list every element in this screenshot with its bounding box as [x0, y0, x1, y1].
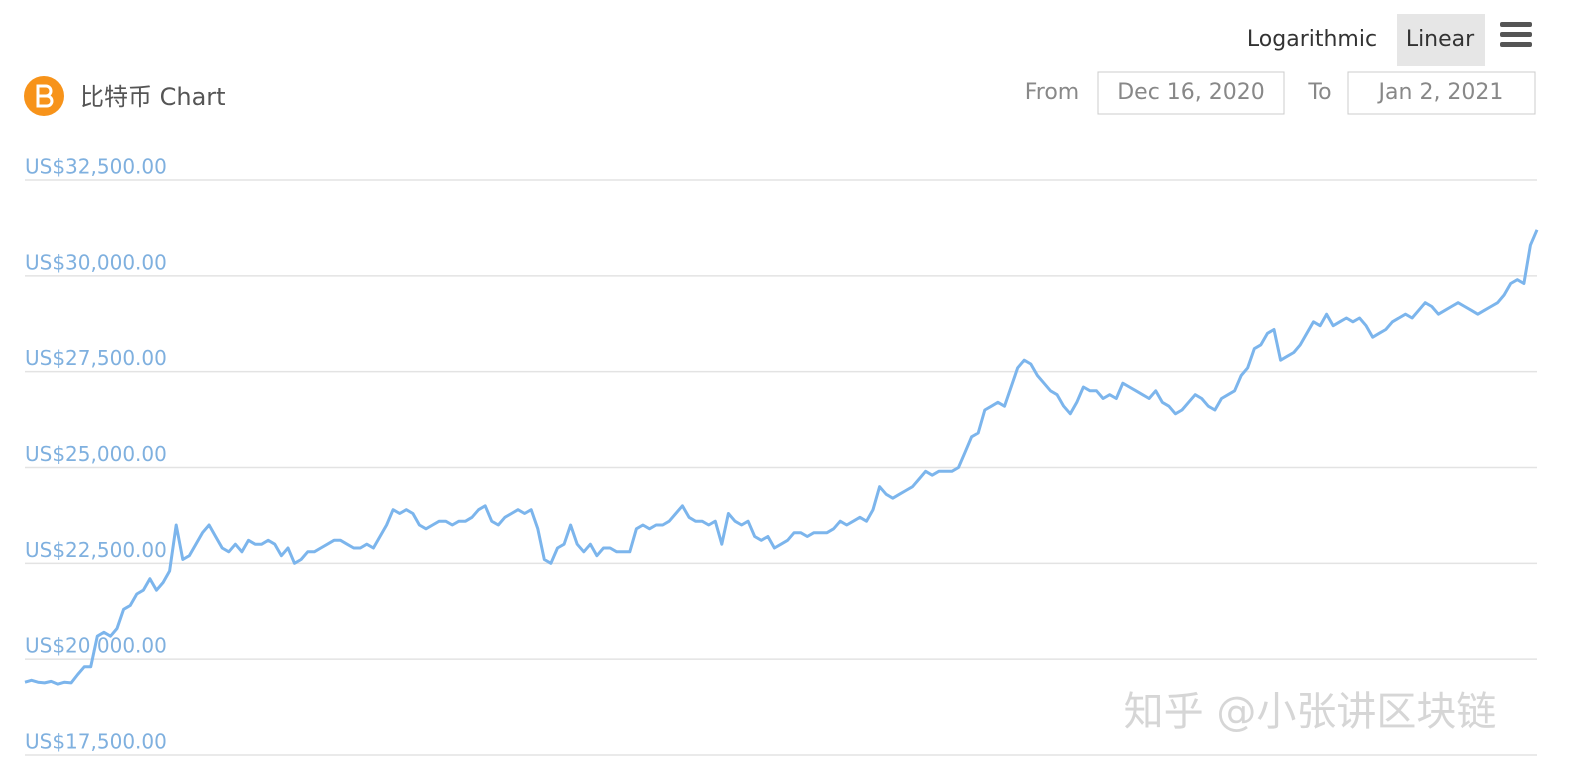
y-tick-label: US$25,000.00 — [25, 442, 167, 466]
y-tick-label: US$32,500.00 — [25, 155, 167, 179]
menu-icon[interactable] — [1500, 22, 1532, 47]
price-line — [24, 229, 1539, 686]
y-tick-label: US$30,000.00 — [25, 250, 167, 274]
y-tick-label: US$27,500.00 — [25, 346, 167, 370]
plot: US$17,500.00US$20,000.00US$22,500.00US$2… — [24, 155, 1539, 756]
y-tick-label: US$17,500.00 — [25, 730, 167, 754]
linear-button[interactable]: Linear — [1406, 27, 1475, 52]
logarithmic-button[interactable]: Logarithmic — [1247, 27, 1377, 52]
from-input[interactable] — [1097, 71, 1285, 115]
from-date: Dec 16, 2020 — [1117, 80, 1265, 105]
watermark: 知乎 @小张讲区块链 — [1124, 689, 1497, 735]
to-input[interactable] — [1347, 71, 1536, 115]
to-label: To — [1307, 80, 1331, 105]
chart-title: 比特币 Chart — [80, 83, 226, 111]
linear-button-bg[interactable] — [1397, 14, 1485, 66]
y-tick-label: US$22,500.00 — [25, 538, 167, 562]
from-label: From — [1025, 80, 1080, 105]
bitcoin-icon — [24, 76, 64, 116]
to-date: Jan 2, 2021 — [1377, 80, 1504, 105]
